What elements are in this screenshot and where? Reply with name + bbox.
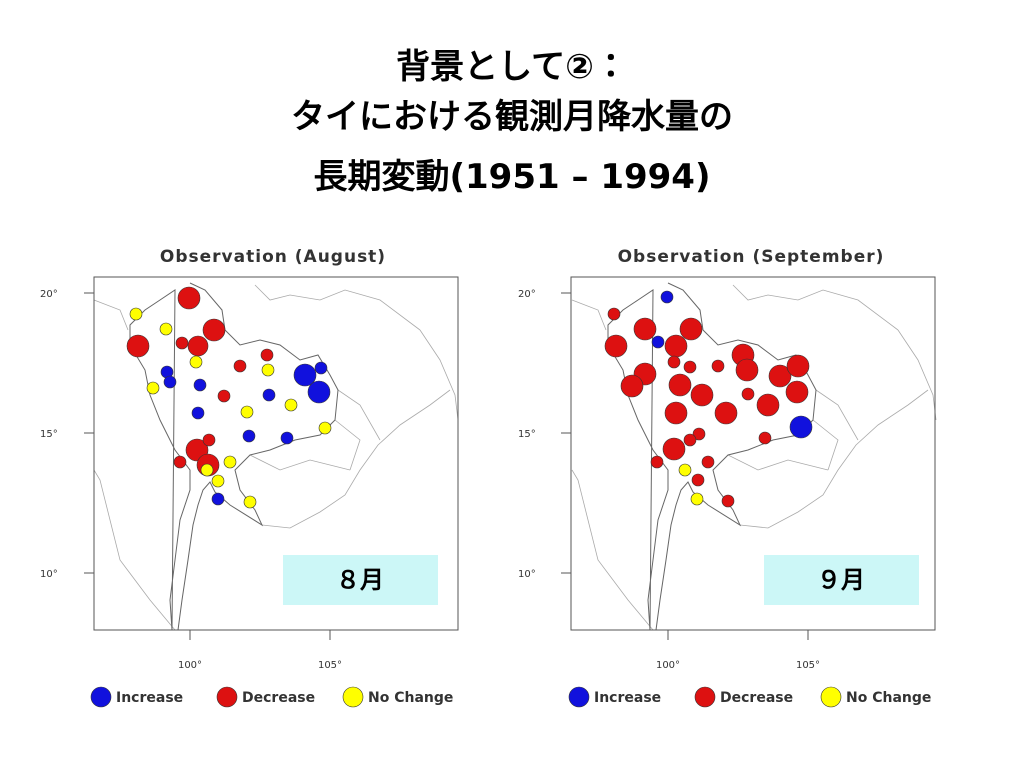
y-tick-label: 20° — [518, 289, 536, 300]
title-line: 背景として②： — [396, 47, 628, 87]
x-tick-label: 105° — [796, 660, 820, 671]
legend-swatch — [216, 686, 238, 708]
month-box — [283, 555, 438, 605]
legend-label: No Change — [368, 690, 453, 706]
stations — [604, 290, 813, 508]
x-tick-label: 100° — [178, 660, 202, 671]
title-line: 長期変動(1951 – 1994) — [313, 157, 710, 197]
map-frame — [93, 276, 459, 631]
map-title: Observation (August) — [160, 247, 386, 267]
legend-label: Increase — [116, 690, 183, 706]
ticks — [561, 292, 809, 640]
map-september: Observation (September) 20° 15° 10° 100°… — [518, 247, 937, 708]
ticks — [84, 292, 331, 640]
legend-swatch — [90, 686, 112, 708]
month-label: ９月 — [817, 566, 865, 594]
x-tick-label: 105° — [318, 660, 342, 671]
map-frame — [570, 276, 936, 631]
legend-swatch — [342, 686, 364, 708]
map-august: Observation (August) 20° 15° 10° 100° 10… — [40, 247, 459, 708]
title-line: タイにおける観測月降水量の — [291, 97, 733, 137]
map-title: Observation (September) — [618, 247, 885, 267]
legend-label: Decrease — [242, 690, 315, 706]
legend-swatch — [568, 686, 590, 708]
legend-swatch — [820, 686, 842, 708]
y-tick-label: 10° — [518, 569, 536, 580]
y-tick-label: 15° — [518, 429, 536, 440]
legend-swatch — [694, 686, 716, 708]
legend-label: Increase — [594, 690, 661, 706]
y-tick-label: 10° — [40, 569, 58, 580]
legend-label: Decrease — [720, 690, 793, 706]
y-tick-label: 15° — [40, 429, 58, 440]
month-label: ８月 — [336, 566, 384, 594]
stations — [126, 286, 332, 509]
month-box — [764, 555, 919, 605]
y-tick-label: 20° — [40, 289, 58, 300]
x-tick-label: 100° — [656, 660, 680, 671]
legend-label: No Change — [846, 690, 931, 706]
